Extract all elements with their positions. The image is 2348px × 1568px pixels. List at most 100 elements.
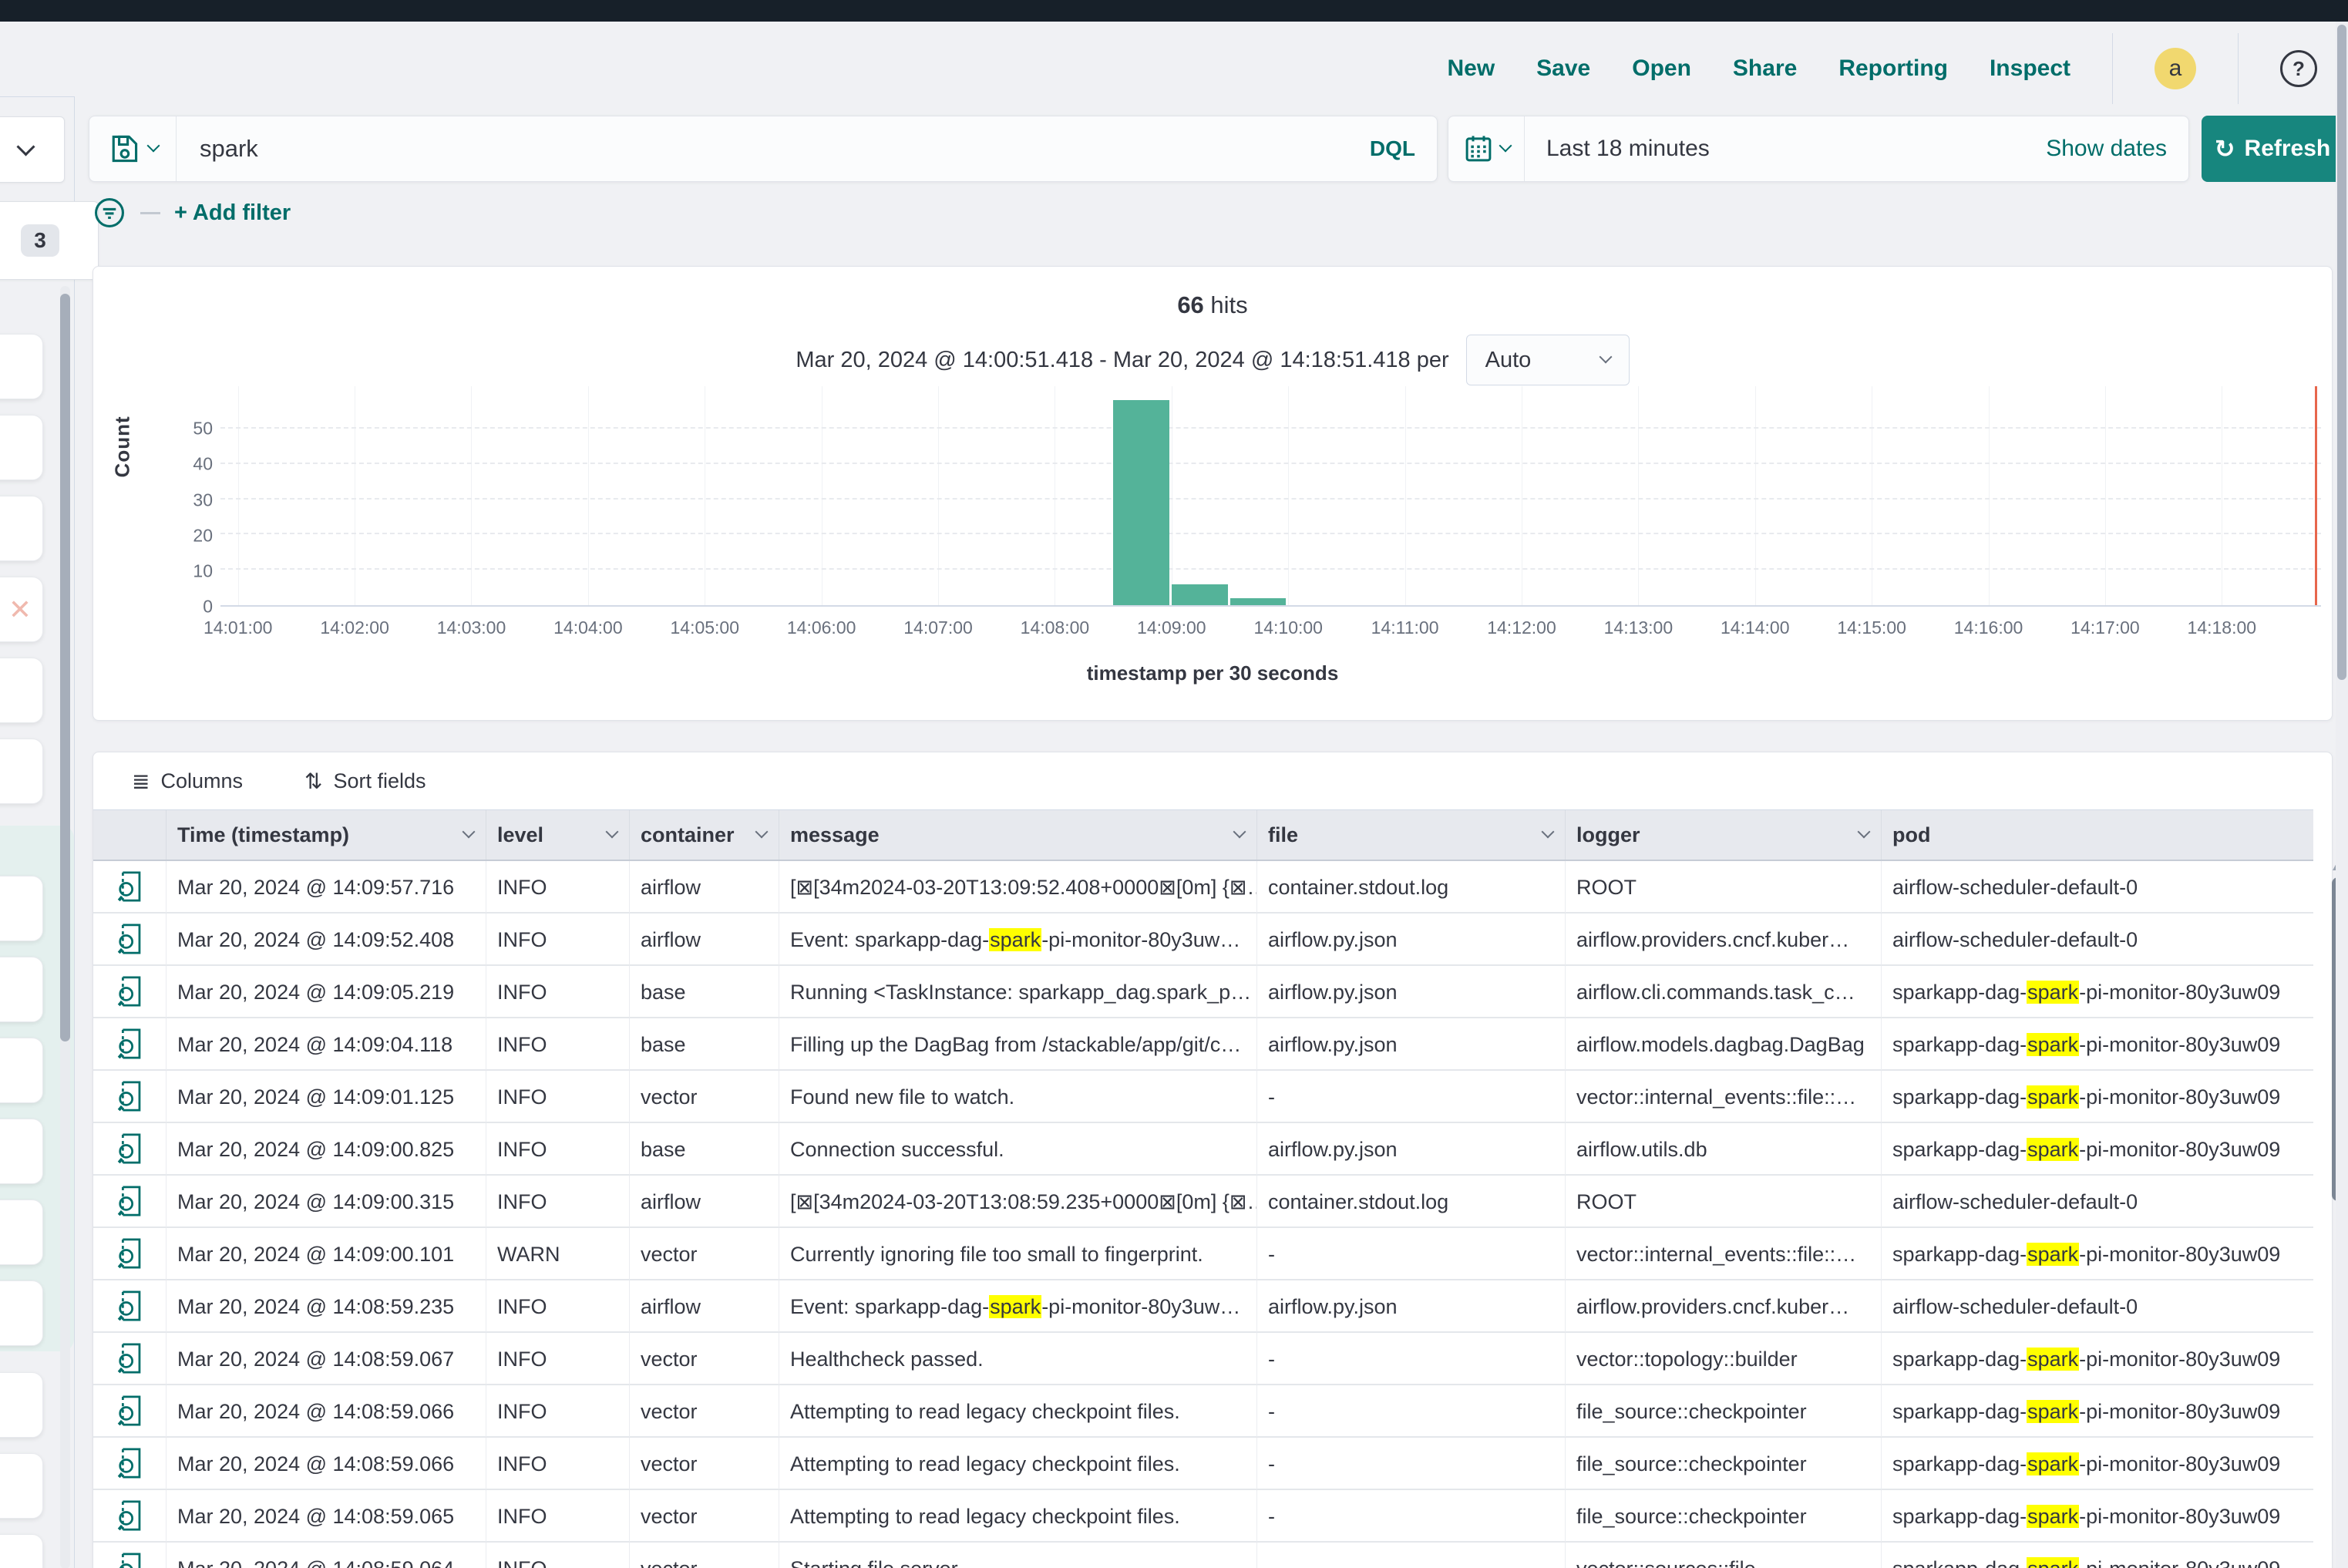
field-card[interactable] <box>0 496 43 561</box>
grid-line-vertical <box>1288 386 1290 605</box>
hits-subtitle-row: Mar 20, 2024 @ 14:00:51.418 - Mar 20, 20… <box>93 335 2332 385</box>
sort-fields-button[interactable]: ⇅ Sort fields <box>304 769 426 794</box>
grid-line-horizontal <box>220 497 2321 500</box>
nav-divider <box>2238 33 2239 104</box>
calendar-button[interactable] <box>1448 116 1525 181</box>
cell-pod: sparkapp-dag-spark-pi-monitor-80y3uw09 <box>1882 1333 2313 1385</box>
expand-document-button[interactable] <box>93 1280 167 1333</box>
header-level[interactable]: level <box>486 810 630 860</box>
cell-pod: airflow-scheduler-default-0 <box>1882 914 2313 966</box>
expand-document-button[interactable] <box>93 861 167 914</box>
cell-file: airflow.py.json <box>1257 966 1566 1018</box>
nav-open[interactable]: Open <box>1632 56 1691 81</box>
panel-divider <box>74 97 75 1568</box>
header-file[interactable]: file <box>1257 810 1566 860</box>
inspect-document-icon <box>117 1133 141 1164</box>
cell-logger: airflow.cli.commands.task_c… <box>1566 966 1882 1018</box>
x-tick-label: 14:08:00 <box>1020 617 1090 638</box>
columns-label: Columns <box>160 769 244 792</box>
field-card[interactable] <box>0 1280 43 1346</box>
field-card[interactable] <box>0 1119 43 1184</box>
header-label: pod <box>1892 823 1931 846</box>
cell-message: Found new file to watch. <box>779 1071 1257 1123</box>
field-card[interactable] <box>0 415 43 480</box>
field-card[interactable]: ✕ <box>0 577 43 642</box>
expand-document-button[interactable] <box>93 1176 167 1228</box>
show-dates-button[interactable]: Show dates <box>2046 136 2167 161</box>
columns-button[interactable]: ≣ Columns <box>132 769 243 794</box>
header-message[interactable]: message <box>779 810 1257 860</box>
cell-level: INFO <box>486 1176 630 1228</box>
cell-container: vector <box>630 1385 779 1438</box>
cell-message: Event: sparkapp-dag-spark-pi-monitor-80y… <box>779 914 1257 966</box>
expand-document-button[interactable] <box>93 1543 167 1568</box>
histogram-bar[interactable] <box>1230 597 1287 605</box>
nav-save[interactable]: Save <box>1536 56 1591 81</box>
nav-inspect[interactable]: Inspect <box>1989 56 2070 81</box>
list-icon: ≣ <box>132 769 150 793</box>
header-container[interactable]: container <box>630 810 779 860</box>
field-card[interactable] <box>0 658 43 723</box>
cell-level: INFO <box>486 1333 630 1385</box>
histogram-bar[interactable] <box>1113 400 1169 605</box>
expand-document-button[interactable] <box>93 1018 167 1071</box>
field-card[interactable] <box>0 1453 43 1519</box>
cell-level: WARN <box>486 1228 630 1280</box>
query-language-button[interactable]: DQL <box>1369 136 1415 160</box>
header-expand-column <box>93 810 167 860</box>
field-card[interactable] <box>0 1534 43 1568</box>
inspect-document-icon <box>117 871 141 902</box>
help-icon[interactable]: ? <box>2280 50 2317 87</box>
expand-document-button[interactable] <box>93 1228 167 1280</box>
header-time[interactable]: Time (timestamp) <box>167 810 486 860</box>
remove-field-icon[interactable]: ✕ <box>8 593 32 625</box>
x-tick-label: 14:10:00 <box>1253 617 1323 638</box>
expand-document-button[interactable] <box>93 1385 167 1438</box>
query-bar: spark DQL <box>89 116 1438 182</box>
header-logger[interactable]: logger <box>1566 810 1882 860</box>
inspect-document-icon <box>117 1500 141 1531</box>
field-card[interactable] <box>0 334 43 399</box>
expand-document-button[interactable] <box>93 1123 167 1176</box>
field-card[interactable] <box>0 1200 43 1265</box>
nav-share[interactable]: Share <box>1732 56 1798 81</box>
expand-document-button[interactable] <box>93 1438 167 1490</box>
field-card[interactable] <box>0 1038 43 1103</box>
field-card[interactable] <box>0 957 43 1022</box>
nav-new[interactable]: New <box>1447 56 1495 81</box>
cell-pod: sparkapp-dag-spark-pi-monitor-80y3uw09 <box>1882 1490 2313 1543</box>
cell-logger: file_source::checkpointer <box>1566 1385 1882 1438</box>
expand-document-button[interactable] <box>93 1490 167 1543</box>
panel-collapse-button[interactable] <box>0 116 65 183</box>
top-dark-strip <box>0 0 2348 22</box>
filter-icon[interactable] <box>93 196 126 230</box>
expand-document-button[interactable] <box>93 914 167 966</box>
saved-queries-button[interactable] <box>89 116 177 181</box>
expand-document-button[interactable] <box>93 1071 167 1123</box>
field-card[interactable] <box>0 1372 43 1438</box>
window-scrollbar-thumb[interactable] <box>2337 25 2346 680</box>
cell-level: INFO <box>486 1438 630 1490</box>
nav-reporting[interactable]: Reporting <box>1838 56 1948 81</box>
search-input[interactable]: spark <box>200 135 258 162</box>
x-tick-label: 14:03:00 <box>436 617 506 638</box>
cell-pod: airflow-scheduler-default-0 <box>1882 1280 2313 1333</box>
refresh-button[interactable]: ↻ Refresh <box>2202 116 2343 182</box>
cell-message: Attempting to read legacy checkpoint fil… <box>779 1490 1257 1543</box>
interval-select[interactable]: Auto <box>1465 335 1630 385</box>
expand-document-button[interactable] <box>93 1333 167 1385</box>
cell-message: Running <TaskInstance: sparkapp_dag.spar… <box>779 966 1257 1018</box>
field-card[interactable] <box>0 876 43 941</box>
cell-time: Mar 20, 2024 @ 14:08:59.067 <box>167 1333 486 1385</box>
cell-file: airflow.py.json <box>1257 1280 1566 1333</box>
expand-document-button[interactable] <box>93 966 167 1018</box>
histogram-bar[interactable] <box>1171 584 1228 605</box>
avatar[interactable]: a <box>2155 48 2196 89</box>
cell-time: Mar 20, 2024 @ 14:09:04.118 <box>167 1018 486 1071</box>
cell-logger: vector::sources::file <box>1566 1543 1882 1568</box>
header-pod[interactable]: pod <box>1882 810 2313 860</box>
field-card[interactable] <box>0 739 43 804</box>
add-filter-button[interactable]: + Add filter <box>174 200 291 225</box>
left-scrollbar-thumb[interactable] <box>60 294 70 1041</box>
time-range-value[interactable]: Last 18 minutes <box>1546 136 1710 161</box>
